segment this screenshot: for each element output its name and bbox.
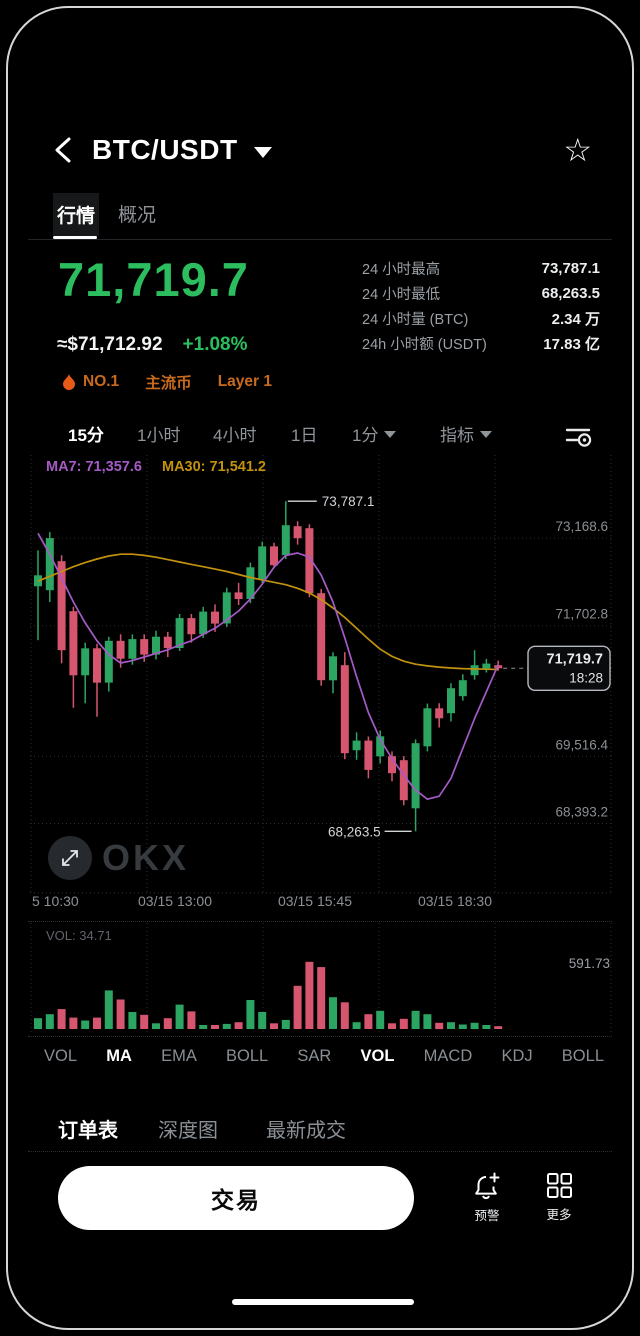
svg-text:73,168.6: 73,168.6: [555, 519, 608, 534]
indicator-tab-ema-2[interactable]: EMA: [161, 1046, 197, 1065]
volume-bars: [30, 923, 612, 1033]
dropdown-caret-icon: [480, 431, 492, 438]
chart-watermark: OKX: [48, 836, 189, 880]
more-action[interactable]: 更多: [530, 1172, 588, 1223]
alert-action[interactable]: 预警: [458, 1172, 516, 1224]
badge-label: NO.1: [83, 373, 120, 390]
more-grid-icon: [546, 1173, 572, 1198]
svg-text:73,787.1: 73,787.1: [322, 494, 375, 509]
back-icon[interactable]: [50, 135, 76, 165]
stat-row: 24h 小时额 (USDT) 17.83 亿: [362, 331, 600, 356]
interval-label: 1分: [352, 426, 379, 445]
interval-label: 15分: [68, 426, 104, 445]
stat-label: 24 小时最低: [362, 287, 441, 303]
volume-pane: [28, 921, 612, 1037]
volume-axis-max: 591.73: [568, 956, 610, 971]
price-subrow: ≈$71,712.92 +1.08%: [57, 334, 248, 356]
svg-text:68,393.2: 68,393.2: [555, 805, 608, 820]
stat-value: 17.83 亿: [543, 336, 600, 353]
tabs-divider: [28, 239, 612, 240]
svg-text:68,263.5: 68,263.5: [328, 824, 381, 839]
interval-label: 指标: [440, 426, 474, 445]
stat-label: 24 小时量 (BTC): [362, 312, 469, 328]
dropdown-caret-icon: [384, 431, 397, 438]
indicator-tab-ma-1[interactable]: MA: [106, 1046, 132, 1065]
fullscreen-expand-icon[interactable]: [48, 836, 92, 880]
flame-icon: [63, 373, 75, 390]
interval-label: 1小时: [137, 426, 181, 445]
interval-1小时[interactable]: 1小时: [137, 421, 180, 446]
stat-row: 24 小时量 (BTC) 2.34 万: [362, 306, 600, 331]
svg-text:69,516.4: 69,516.4: [555, 737, 608, 752]
badge-row: NO.1 主流币 Layer 1: [62, 371, 272, 393]
indicator-tab-bar: VOL MA EMA BOLL SAR VOL MACD KDJ BOLL: [44, 1040, 604, 1072]
volume-current-label: VOL: 34.71: [46, 928, 112, 943]
stat-value: 68,263.5: [541, 285, 600, 302]
svg-text:71,719.7: 71,719.7: [547, 651, 603, 667]
ma30-label: MA30: 71,541.2: [162, 459, 266, 475]
interval-指标[interactable]: 指标: [440, 421, 492, 446]
trade-button[interactable]: 交易: [58, 1166, 414, 1230]
stat-label: 24 小时最高: [362, 262, 441, 278]
indicator-tab-boll-3[interactable]: BOLL: [226, 1046, 269, 1065]
tab-market[interactable]: 行情: [53, 193, 99, 236]
okx-logo: OKX: [102, 837, 190, 878]
x-axis-label: 03/15 13:00: [138, 893, 212, 909]
svg-text:18:28: 18:28: [569, 670, 603, 685]
home-indicator: [232, 1299, 414, 1305]
badge-3[interactable]: Layer 1: [218, 373, 272, 391]
indicator-tab-vol-0[interactable]: VOL: [44, 1046, 78, 1065]
candlestick-chart[interactable]: 73,787.1 68,263.5 73,168.6 71,702.8 69,516.4…: [30, 455, 612, 895]
change-percent: +1.08%: [182, 334, 248, 355]
more-label: 更多: [546, 1208, 572, 1222]
chart-settings-icon[interactable]: [564, 423, 592, 449]
bottom-tab-深度图[interactable]: 深度图: [158, 1120, 218, 1142]
header: BTC/USDT ☆: [50, 128, 592, 172]
stats-panel: 24 小时最高 73,787.1 24 小时最低 68,263.5 24 小时量 (BT…: [362, 256, 600, 356]
ma7-label: MA7: 71,357.6: [46, 459, 142, 475]
stat-value: 2.34 万: [551, 311, 600, 328]
pair-title[interactable]: BTC/USDT: [92, 134, 238, 165]
fiat-price: ≈$71,712.92: [57, 334, 163, 355]
orderbook-tabs-divider: [28, 1150, 612, 1152]
bottom-tab-订单表[interactable]: 订单表: [58, 1120, 118, 1142]
indicator-tab-kdj-7[interactable]: KDJ: [501, 1046, 533, 1065]
interval-1日[interactable]: 1日: [291, 421, 317, 446]
interval-4小时[interactable]: 4小时: [213, 421, 256, 446]
x-axis-labels: 5 10:30 03/15 13:00 03/15 15:45 03/15 18:30: [30, 893, 612, 913]
stat-value: 73,787.1: [541, 260, 600, 277]
alert-bell-plus-icon: [475, 1172, 500, 1200]
svg-text:71,702.8: 71,702.8: [555, 607, 608, 622]
indicator-tab-vol-5[interactable]: VOL: [360, 1046, 395, 1065]
x-axis-label: 03/15 15:45: [278, 893, 352, 909]
alert-label: 预警: [474, 1209, 500, 1223]
last-price: 71,719.7: [58, 253, 249, 306]
badge-label: Layer 1: [217, 373, 272, 390]
badge-label: 主流币: [145, 375, 192, 392]
stat-label: 24h 小时额 (USDT): [362, 337, 487, 353]
indicator-tab-boll-8[interactable]: BOLL: [561, 1046, 604, 1065]
indicator-tab-macd-6[interactable]: MACD: [423, 1046, 473, 1065]
x-axis-label: 03/15 18:30: [418, 893, 492, 909]
indicator-tab-sar-4[interactable]: SAR: [297, 1046, 332, 1065]
stat-row: 24 小时最低 68,263.5: [362, 281, 600, 306]
badge-1[interactable]: NO.1: [62, 373, 119, 391]
stat-row: 24 小时最高 73,787.1: [362, 256, 600, 281]
pair-dropdown-caret-icon[interactable]: [253, 146, 272, 158]
tab-active-underline: [53, 236, 97, 239]
tab-overview[interactable]: 概况: [118, 205, 157, 226]
interval-label: 4小时: [213, 426, 257, 445]
bottom-tab-最新成交[interactable]: 最新成交: [266, 1120, 346, 1142]
badge-2[interactable]: 主流币: [145, 371, 192, 393]
interval-15分[interactable]: 15分: [68, 421, 104, 446]
interval-label: 1日: [291, 426, 318, 445]
x-axis-label: 5 10:30: [32, 893, 79, 909]
interval-1分[interactable]: 1分: [352, 421, 397, 446]
favorite-star-icon[interactable]: ☆: [563, 132, 592, 168]
